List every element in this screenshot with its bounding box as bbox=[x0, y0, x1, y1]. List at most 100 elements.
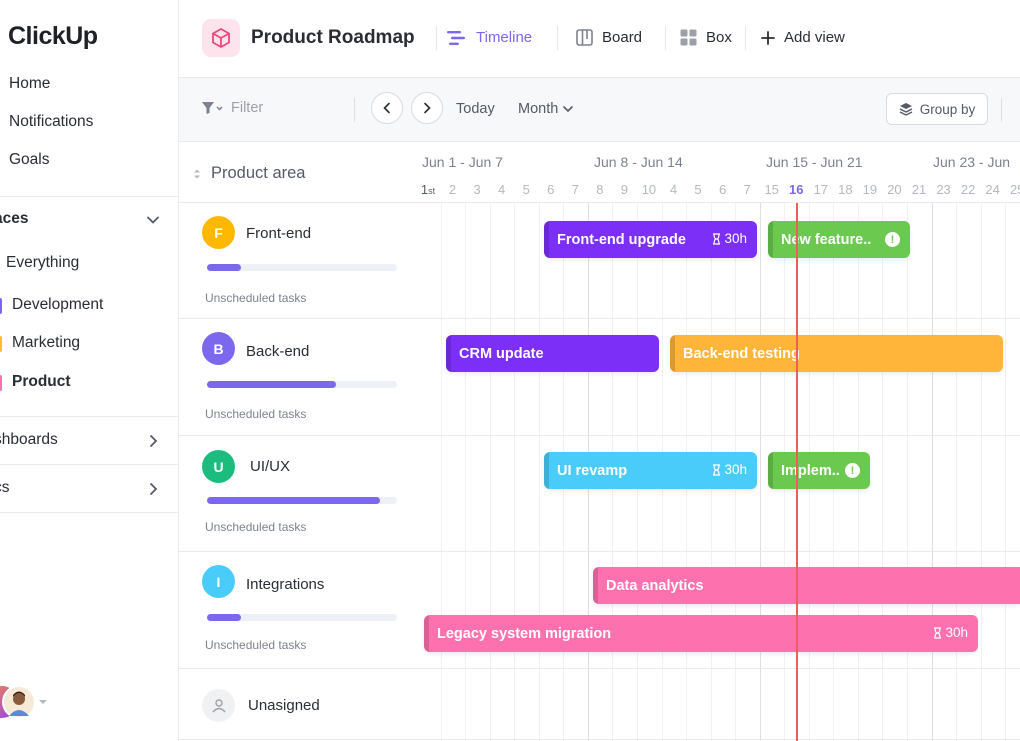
day-label: 6 bbox=[718, 182, 727, 197]
scale-label: Month bbox=[518, 101, 559, 117]
filter-icon bbox=[202, 102, 223, 114]
area-name: Front-end bbox=[246, 225, 312, 242]
add-view-button[interactable]: Add view bbox=[761, 29, 845, 46]
scale-dropdown[interactable]: Month bbox=[518, 101, 574, 117]
alert-icon: ! bbox=[885, 232, 900, 247]
area-name: Unasigned bbox=[248, 697, 320, 714]
box-icon bbox=[680, 29, 697, 46]
today-button[interactable]: Today bbox=[456, 101, 495, 117]
area-row-unassigned[interactable]: Unasigned bbox=[179, 669, 417, 739]
task-bar[interactable]: CRM update bbox=[446, 335, 659, 372]
space-color-marker bbox=[0, 336, 2, 352]
row-divider bbox=[179, 668, 1020, 669]
time-estimate: 30h bbox=[712, 231, 747, 246]
space-product[interactable]: Product bbox=[12, 373, 71, 390]
space-everything[interactable]: Everything bbox=[6, 254, 80, 271]
divider bbox=[1001, 98, 1002, 122]
divider bbox=[0, 464, 178, 465]
row-divider bbox=[179, 739, 1020, 740]
hourglass-icon bbox=[713, 463, 721, 476]
tab-board[interactable]: Board bbox=[576, 29, 642, 46]
day-label: 10 bbox=[641, 182, 657, 197]
grid-line bbox=[465, 203, 467, 741]
add-view-label: Add view bbox=[784, 29, 845, 46]
tab-box[interactable]: Box bbox=[680, 29, 732, 46]
area-row-ui-ux[interactable]: U UI/UX Unscheduled tasks bbox=[179, 436, 417, 552]
day-label: 4 bbox=[498, 182, 506, 197]
time-estimate-value: 30h bbox=[724, 231, 747, 246]
area-row-front-end[interactable]: F Front-end Unscheduled tasks bbox=[179, 203, 417, 319]
today-marker-line bbox=[796, 203, 798, 741]
divider bbox=[0, 512, 178, 513]
area-name: Back-end bbox=[246, 343, 310, 360]
clickup-logo[interactable]: ClickUp bbox=[8, 22, 98, 50]
nav-goals[interactable]: Goals bbox=[9, 151, 50, 168]
product-area-column-header[interactable]: Product area bbox=[193, 164, 305, 183]
week-label: Jun 8 - Jun 14 bbox=[594, 154, 683, 170]
area-progress-bar bbox=[207, 264, 397, 271]
task-bar[interactable]: Back-end testing bbox=[670, 335, 1003, 372]
area-row-back-end[interactable]: B Back-end Unscheduled tasks bbox=[179, 319, 417, 435]
day-label: 5 bbox=[694, 182, 702, 197]
task-label: CRM update bbox=[459, 345, 544, 362]
day-label: 18 bbox=[838, 182, 853, 197]
grid-line bbox=[489, 203, 491, 741]
day-label: 6 bbox=[547, 182, 555, 197]
spaces-header[interactable]: aces bbox=[0, 210, 29, 227]
plus-icon bbox=[761, 30, 775, 45]
task-bar[interactable]: UI revamp 30h bbox=[544, 452, 757, 489]
unscheduled-tasks-link[interactable]: Unscheduled tasks bbox=[205, 520, 307, 534]
nav-notifications[interactable]: Notifications bbox=[9, 113, 94, 130]
toolbar: Filter Today Month Group by bbox=[179, 78, 1020, 142]
task-bar[interactable]: New feature.. ! bbox=[768, 221, 910, 258]
space-marketing[interactable]: Marketing bbox=[12, 334, 81, 351]
sort-icon bbox=[194, 169, 200, 178]
alert-icon: ! bbox=[845, 463, 860, 478]
space-development[interactable]: Development bbox=[12, 296, 104, 313]
nav-docs[interactable]: cs bbox=[0, 479, 10, 496]
grid-line bbox=[956, 203, 958, 741]
area-progress-bar bbox=[207, 614, 397, 621]
chevron-down-icon[interactable] bbox=[146, 213, 160, 227]
day-label: 16 bbox=[789, 182, 804, 197]
prev-period-button[interactable] bbox=[371, 92, 403, 124]
task-label: UI revamp bbox=[557, 462, 628, 479]
task-bar[interactable]: Legacy system migration 30h bbox=[424, 615, 978, 652]
area-progress-fill bbox=[207, 497, 380, 504]
grid-line bbox=[882, 203, 884, 741]
unscheduled-tasks-link[interactable]: Unscheduled tasks bbox=[205, 291, 307, 305]
group-by-button[interactable]: Group by bbox=[886, 93, 988, 125]
task-label: Legacy system migration bbox=[437, 625, 612, 642]
area-progress-fill bbox=[207, 381, 337, 388]
task-bar[interactable]: Data analytics bbox=[593, 567, 1020, 604]
nav-home[interactable]: Home bbox=[9, 75, 51, 92]
filter-button[interactable]: Filter bbox=[201, 100, 263, 116]
week-label: Jun 23 - Jun bbox=[933, 154, 1011, 170]
task-label: Back-end testing bbox=[683, 345, 800, 362]
unscheduled-tasks-link[interactable]: Unscheduled tasks bbox=[205, 407, 307, 421]
view-header: Product Roadmap Timeline Board Box Add v… bbox=[179, 0, 1020, 78]
day-label: 19 bbox=[862, 182, 878, 197]
nav-dashboards[interactable]: shboards bbox=[0, 431, 58, 448]
task-bar[interactable]: Front-end upgrade 30h bbox=[544, 221, 757, 258]
day-label: 3 bbox=[473, 182, 481, 197]
chevron-right-icon bbox=[424, 102, 431, 114]
tab-box-label: Box bbox=[706, 29, 732, 46]
day-label: 21 bbox=[911, 182, 927, 197]
filter-label: Filter bbox=[231, 100, 264, 116]
chevron-right-icon[interactable] bbox=[146, 434, 160, 448]
tab-timeline[interactable]: Timeline bbox=[447, 29, 532, 46]
task-label: Data analytics bbox=[606, 577, 704, 594]
area-row-integrations[interactable]: I Integrations Unscheduled tasks bbox=[179, 552, 417, 668]
product-area-label: Product area bbox=[211, 164, 306, 182]
hourglass-icon bbox=[934, 626, 942, 639]
area-progress-fill bbox=[207, 614, 242, 621]
task-bar[interactable]: Implem.. ! bbox=[768, 452, 870, 489]
area-avatar: F bbox=[202, 216, 235, 249]
unscheduled-tasks-link[interactable]: Unscheduled tasks bbox=[205, 638, 307, 652]
area-name: Integrations bbox=[246, 576, 325, 593]
tab-board-label: Board bbox=[602, 29, 643, 46]
user-avatar-icon[interactable] bbox=[0, 684, 52, 720]
next-period-button[interactable] bbox=[411, 92, 443, 124]
chevron-right-icon[interactable] bbox=[146, 482, 160, 496]
